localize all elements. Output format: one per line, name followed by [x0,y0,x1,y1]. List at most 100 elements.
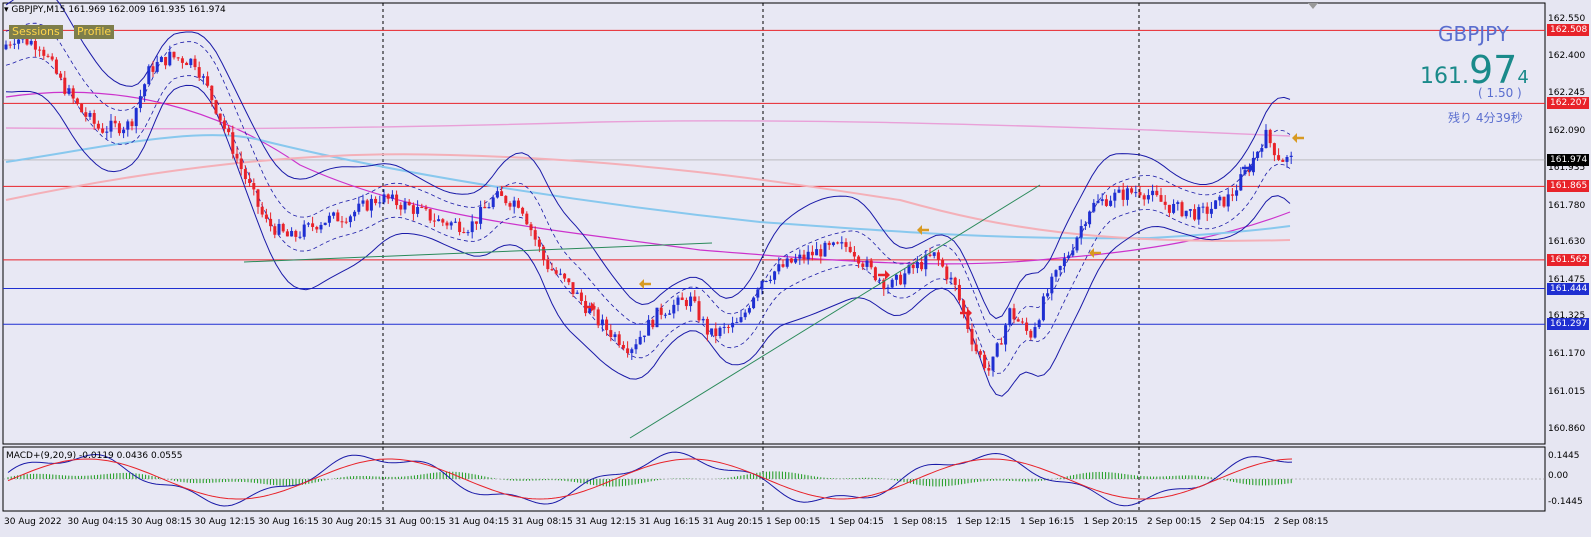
candle [1272,142,1276,162]
time-tick: 30 Aug 08:15 [131,517,192,527]
macd-tick: -0.1445 [1548,497,1583,507]
time-tick: 1 Sep 16:15 [1020,517,1075,527]
candle [575,290,579,295]
candle [306,222,310,228]
candle [1251,151,1255,176]
candle [571,282,575,298]
candle [815,241,819,256]
candle [357,196,361,215]
band-inner-lower [5,56,1291,374]
candle [1146,189,1150,204]
candle [374,196,378,206]
candle [987,361,991,376]
candle [117,120,121,136]
price-tick: 161.475 [1548,275,1586,286]
candle [1025,317,1029,335]
candle [785,254,789,269]
candle [697,296,701,323]
candle [747,305,751,315]
candle [1230,187,1234,202]
signal-arrow-icon [917,225,929,235]
candle [542,244,546,266]
candle [995,341,999,358]
trendlines [243,184,1041,439]
candle [760,280,764,295]
candle [390,190,394,202]
candle [248,172,252,187]
candle [684,297,688,310]
candle [768,275,772,284]
candle [122,126,126,139]
candle [634,339,638,354]
candle [508,201,512,211]
candle [915,256,919,274]
candle [525,211,529,226]
candle [861,261,865,271]
macd-indicator [3,451,1545,507]
ma-pink [5,153,1291,242]
ohlc-values: 161.969 162.009 161.935 161.974 [68,5,226,15]
chart-header: ▾ GBPJPY,M15 161.969 162.009 161.935 161… [4,5,226,15]
candle [235,147,239,164]
level-badge: 162.508 [1547,24,1589,37]
candle [273,223,277,239]
candle [962,299,966,319]
time-tick: 2 Sep 00:15 [1147,517,1202,527]
dropdown-icon[interactable]: ▾ [4,5,9,15]
signal-arrow-icon [960,308,972,318]
candle [281,222,285,233]
time-tick: 30 Aug 2022 [4,517,62,527]
candle [130,118,134,131]
candle [802,249,806,264]
time-tick: 1 Sep 12:15 [956,517,1011,527]
candle [113,116,117,128]
candle [1016,317,1020,322]
candle [365,198,369,212]
candle [848,241,852,254]
candle [164,56,168,70]
candle [731,316,735,333]
candle [71,85,75,105]
ma-magenta [5,91,1291,265]
candle [596,307,600,329]
candle [676,295,680,312]
candle [609,324,613,342]
candle [59,71,63,81]
candle [185,61,189,66]
candle [1121,182,1125,207]
candle [1264,124,1268,149]
candle [546,255,550,273]
candle [479,200,483,230]
sessions-button[interactable]: Sessions [9,25,63,39]
candle [1214,200,1218,210]
candle [231,125,235,159]
time-tick: 31 Aug 12:15 [575,517,637,527]
candle [789,257,793,264]
candle [12,37,16,50]
candle [1050,273,1054,301]
macd-pane[interactable] [2,446,1546,512]
profile-button[interactable]: Profile [74,25,115,39]
candle [46,53,50,58]
candle [836,241,840,245]
candle [974,338,978,355]
scroll-marker-icon[interactable] [1308,3,1318,9]
candle [420,203,424,209]
candle [550,262,554,271]
price-tick: 162.550 [1548,14,1586,25]
signal-arrows [584,133,1304,318]
time-tick: 30 Aug 20:15 [321,517,383,527]
candle [4,40,8,51]
candle [970,323,974,352]
candle [722,322,726,334]
candle [903,268,907,288]
candle [1134,185,1138,198]
candle [176,56,180,61]
candle [269,212,273,232]
candle [1130,186,1134,195]
symbol-info: GBPJPY,M15 [11,5,66,15]
candle [474,221,478,230]
candle [701,316,705,324]
candle [386,193,390,204]
